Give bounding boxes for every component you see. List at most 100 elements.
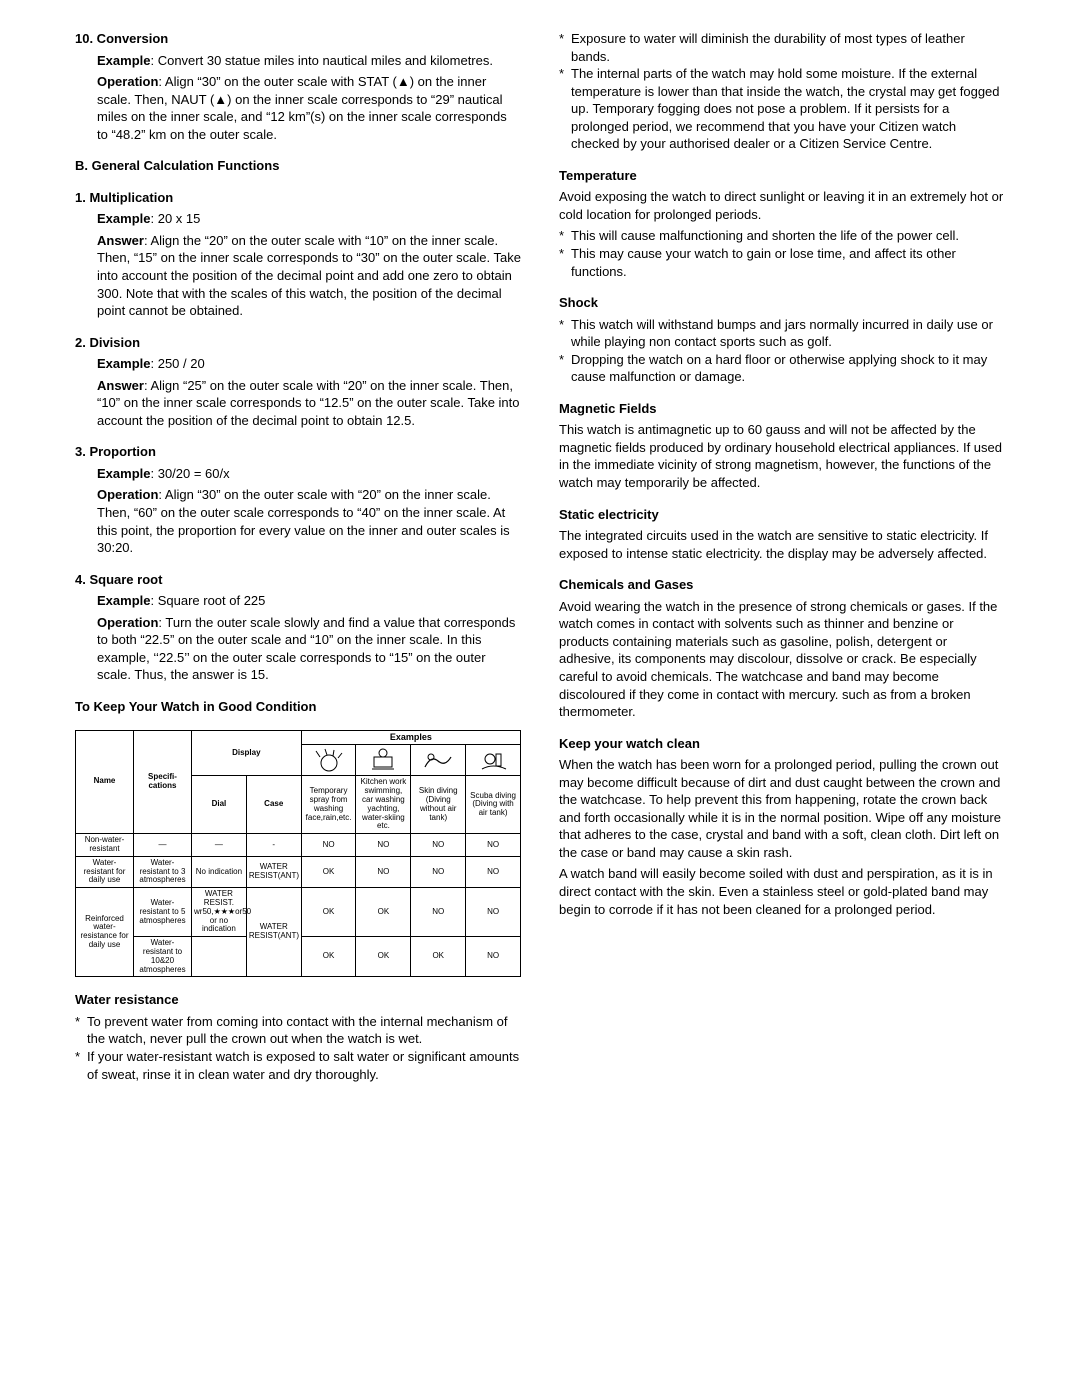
water-resistance-table: Name Specifi- cations Display Examples D… (75, 730, 521, 978)
example-line: Example: Convert 30 statue miles into na… (97, 52, 521, 70)
example-line: Example: 20 x 15 (97, 210, 521, 228)
example-line: Example: 250 / 20 (97, 355, 521, 373)
keep-watch-title: To Keep Your Watch in Good Condition (75, 698, 521, 716)
example-label: Example (97, 466, 150, 481)
wr-title: Water resistance (75, 991, 521, 1009)
section-title: 3. Proportion (75, 443, 521, 461)
bullet: *The internal parts of the watch may hol… (559, 65, 1005, 153)
th-ex1: Temporary spray from washing face,rain,e… (301, 776, 356, 834)
th-ex4: Scuba diving (Diving with air tank) (466, 776, 521, 834)
bullet-text: Exposure to water will diminish the dura… (571, 30, 1005, 65)
clean-section: Keep your watch clean When the watch has… (559, 735, 1005, 918)
two-column-layout: 10. Conversion Example: Convert 30 statu… (75, 30, 1005, 1097)
table-row: Water-resistant for daily use Water-resi… (76, 856, 521, 887)
example-text: : Convert 30 statue miles into nautical … (150, 53, 493, 68)
bullet-text: Dropping the watch on a hard floor or ot… (571, 351, 1005, 386)
bullet: *This may cause your watch to gain or lo… (559, 245, 1005, 280)
bullet-text: This may cause your watch to gain or los… (571, 245, 1005, 280)
section-title: 2. Division (75, 334, 521, 352)
operation-label: Operation (97, 615, 158, 630)
body-text: Avoid wearing the watch in the presence … (559, 598, 1005, 721)
th-ex2: Kitchen work swimming, car washing yacht… (356, 776, 411, 834)
example-label: Example (97, 356, 150, 371)
bullet: *To prevent water from coming into conta… (75, 1013, 521, 1048)
section-3-proportion: 3. Proportion Example: 30/20 = 60/x Oper… (75, 443, 521, 556)
section-title: Static electricity (559, 506, 1005, 524)
section-4-square-root: 4. Square root Example: Square root of 2… (75, 571, 521, 684)
answer-text: : Align the “20” on the outer scale with… (97, 233, 521, 318)
section-title: Magnetic Fields (559, 400, 1005, 418)
example-label: Example (97, 593, 150, 608)
left-column: 10. Conversion Example: Convert 30 statu… (75, 30, 521, 1097)
section-title: 4. Square root (75, 571, 521, 589)
th-case: Case (246, 776, 301, 834)
example-label: Example (97, 211, 150, 226)
intro-text: Avoid exposing the watch to direct sunli… (559, 188, 1005, 223)
temperature-section: Temperature Avoid exposing the watch to … (559, 167, 1005, 280)
answer-line: Answer: Align “25” on the outer scale wi… (97, 377, 521, 430)
shock-section: Shock *This watch will withstand bumps a… (559, 294, 1005, 386)
section-10-conversion: 10. Conversion Example: Convert 30 statu… (75, 30, 521, 143)
answer-line: Answer: Align the “20” on the outer scal… (97, 232, 521, 320)
right-column: *Exposure to water will diminish the dur… (559, 30, 1005, 1097)
asterisk-icon: * (559, 30, 571, 65)
bullet-text: The internal parts of the watch may hold… (571, 65, 1005, 153)
section-title: Chemicals and Gases (559, 576, 1005, 594)
th-dial: Dial (192, 776, 247, 834)
example-icon-kitchen (356, 745, 411, 776)
asterisk-icon: * (559, 316, 571, 351)
asterisk-icon: * (75, 1013, 87, 1048)
bullet: *If your water-resistant watch is expose… (75, 1048, 521, 1083)
example-text: : Square root of 225 (150, 593, 265, 608)
body-text: This watch is antimagnetic up to 60 gaus… (559, 421, 1005, 491)
bullet: *This will cause malfunctioning and shor… (559, 227, 1005, 245)
section-2-division: 2. Division Example: 250 / 20 Answer: Al… (75, 334, 521, 430)
section-1-multiplication: 1. Multiplication Example: 20 x 15 Answe… (75, 189, 521, 320)
operation-line: Operation: Align “30” on the outer scale… (97, 73, 521, 143)
operation-text: : Align “30” on the outer scale with STA… (97, 74, 507, 142)
operation-label: Operation (97, 74, 158, 89)
example-line: Example: Square root of 225 (97, 592, 521, 610)
asterisk-icon: * (75, 1048, 87, 1083)
water-resistance-section: Water resistance *To prevent water from … (75, 991, 521, 1083)
bullet-text: If your water-resistant watch is exposed… (87, 1048, 521, 1083)
example-text: : 250 / 20 (150, 356, 204, 371)
bullet-text: This watch will withstand bumps and jars… (571, 316, 1005, 351)
section-title: Temperature (559, 167, 1005, 185)
bullet: *This watch will withstand bumps and jar… (559, 316, 1005, 351)
th-examples: Examples (301, 730, 520, 745)
example-line: Example: 30/20 = 60/x (97, 465, 521, 483)
example-label: Example (97, 53, 150, 68)
answer-label: Answer (97, 378, 144, 393)
example-text: : 20 x 15 (150, 211, 200, 226)
example-text: : 30/20 = 60/x (150, 466, 229, 481)
th-ex3: Skin diving (Diving without air tank) (411, 776, 466, 834)
bullet: *Dropping the watch on a hard floor or o… (559, 351, 1005, 386)
th-display: Display (192, 730, 302, 776)
section-b-title: B. General Calculation Functions (75, 157, 521, 175)
section-title: Shock (559, 294, 1005, 312)
asterisk-icon: * (559, 351, 571, 386)
example-icon-scuba (466, 745, 521, 776)
table-row: Reinforced water-resistance for daily us… (76, 888, 521, 937)
bullet-text: This will cause malfunctioning and short… (571, 227, 1005, 245)
asterisk-icon: * (559, 65, 571, 153)
magnetic-section: Magnetic Fields This watch is antimagnet… (559, 400, 1005, 492)
example-icon-spray (301, 745, 356, 776)
chemicals-section: Chemicals and Gases Avoid wearing the wa… (559, 576, 1005, 720)
th-spec: Specifi- cations (134, 730, 192, 834)
section-title: 10. Conversion (75, 30, 521, 48)
section-title: 1. Multiplication (75, 189, 521, 207)
operation-line: Operation: Turn the outer scale slowly a… (97, 614, 521, 684)
example-icon-skin-diving (411, 745, 466, 776)
asterisk-icon: * (559, 245, 571, 280)
operation-text: : Turn the outer scale slowly and find a… (97, 615, 515, 683)
operation-text: : Align “30” on the outer scale with “20… (97, 487, 510, 555)
asterisk-icon: * (559, 227, 571, 245)
table-row: Non-water-resistant — — - NO NO NO NO (76, 834, 521, 857)
answer-text: : Align “25” on the outer scale with “20… (97, 378, 520, 428)
answer-label: Answer (97, 233, 144, 248)
body-text: When the watch has been worn for a prolo… (559, 756, 1005, 861)
bullet: *Exposure to water will diminish the dur… (559, 30, 1005, 65)
section-title: Keep your watch clean (559, 735, 1005, 753)
